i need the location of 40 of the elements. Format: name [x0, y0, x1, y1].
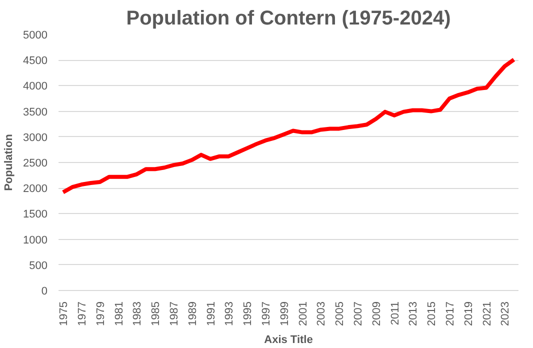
- x-tick-label: 2005: [334, 301, 346, 326]
- x-tick-label: 1997: [260, 301, 272, 326]
- x-tick-label: 1985: [150, 301, 162, 326]
- x-tick-label: 2023: [500, 301, 512, 326]
- x-tick-label: 1987: [168, 301, 180, 326]
- x-tick-label: 2003: [316, 301, 328, 326]
- y-tick-label: 4500: [23, 55, 48, 68]
- x-tick-label: 1993: [224, 301, 236, 326]
- x-tick-label: 1991: [205, 301, 218, 326]
- y-tick-label: 0: [41, 286, 48, 298]
- x-tick-label: 2011: [389, 302, 402, 326]
- chart-title: Population of Contern (1975-2024): [126, 8, 451, 30]
- x-tick-label: 1981: [113, 301, 126, 326]
- y-tick-label: 1000: [23, 234, 48, 246]
- x-tick-label: 1989: [186, 301, 199, 326]
- x-tick-label: 2013: [408, 301, 420, 326]
- x-tick-label: 2009: [370, 301, 383, 326]
- y-tick-label: 1500: [23, 208, 48, 221]
- line-series: [61, 58, 516, 194]
- x-axis-title: Axis Title: [264, 334, 313, 346]
- x-tick-label: 2019: [462, 301, 475, 326]
- x-tick-label: 1975: [58, 301, 70, 326]
- x-tick-label: 1979: [94, 301, 107, 326]
- x-tick-label: 1999: [278, 301, 291, 326]
- x-tick-label: 1995: [242, 301, 254, 326]
- y-axis-title: Population: [3, 134, 16, 191]
- y-tick-label: 4000: [23, 80, 48, 93]
- x-tick-label: 2015: [426, 301, 438, 326]
- x-tick-label: 2001: [297, 301, 310, 326]
- y-tick-label: 5000: [23, 30, 48, 42]
- x-tick-label: 1977: [76, 301, 88, 326]
- x-tick-label: 2021: [481, 301, 494, 326]
- x-tick-label: 2007: [352, 301, 364, 326]
- y-tick-label: 2500: [23, 158, 48, 170]
- x-tick-label: 2017: [444, 301, 456, 326]
- y-tick-label: 3500: [23, 106, 48, 118]
- y-tick-label: 2000: [23, 183, 48, 196]
- y-tick-label: 500: [29, 260, 48, 272]
- y-tick-label: 3000: [23, 132, 48, 144]
- x-tick-label: 1983: [132, 301, 144, 326]
